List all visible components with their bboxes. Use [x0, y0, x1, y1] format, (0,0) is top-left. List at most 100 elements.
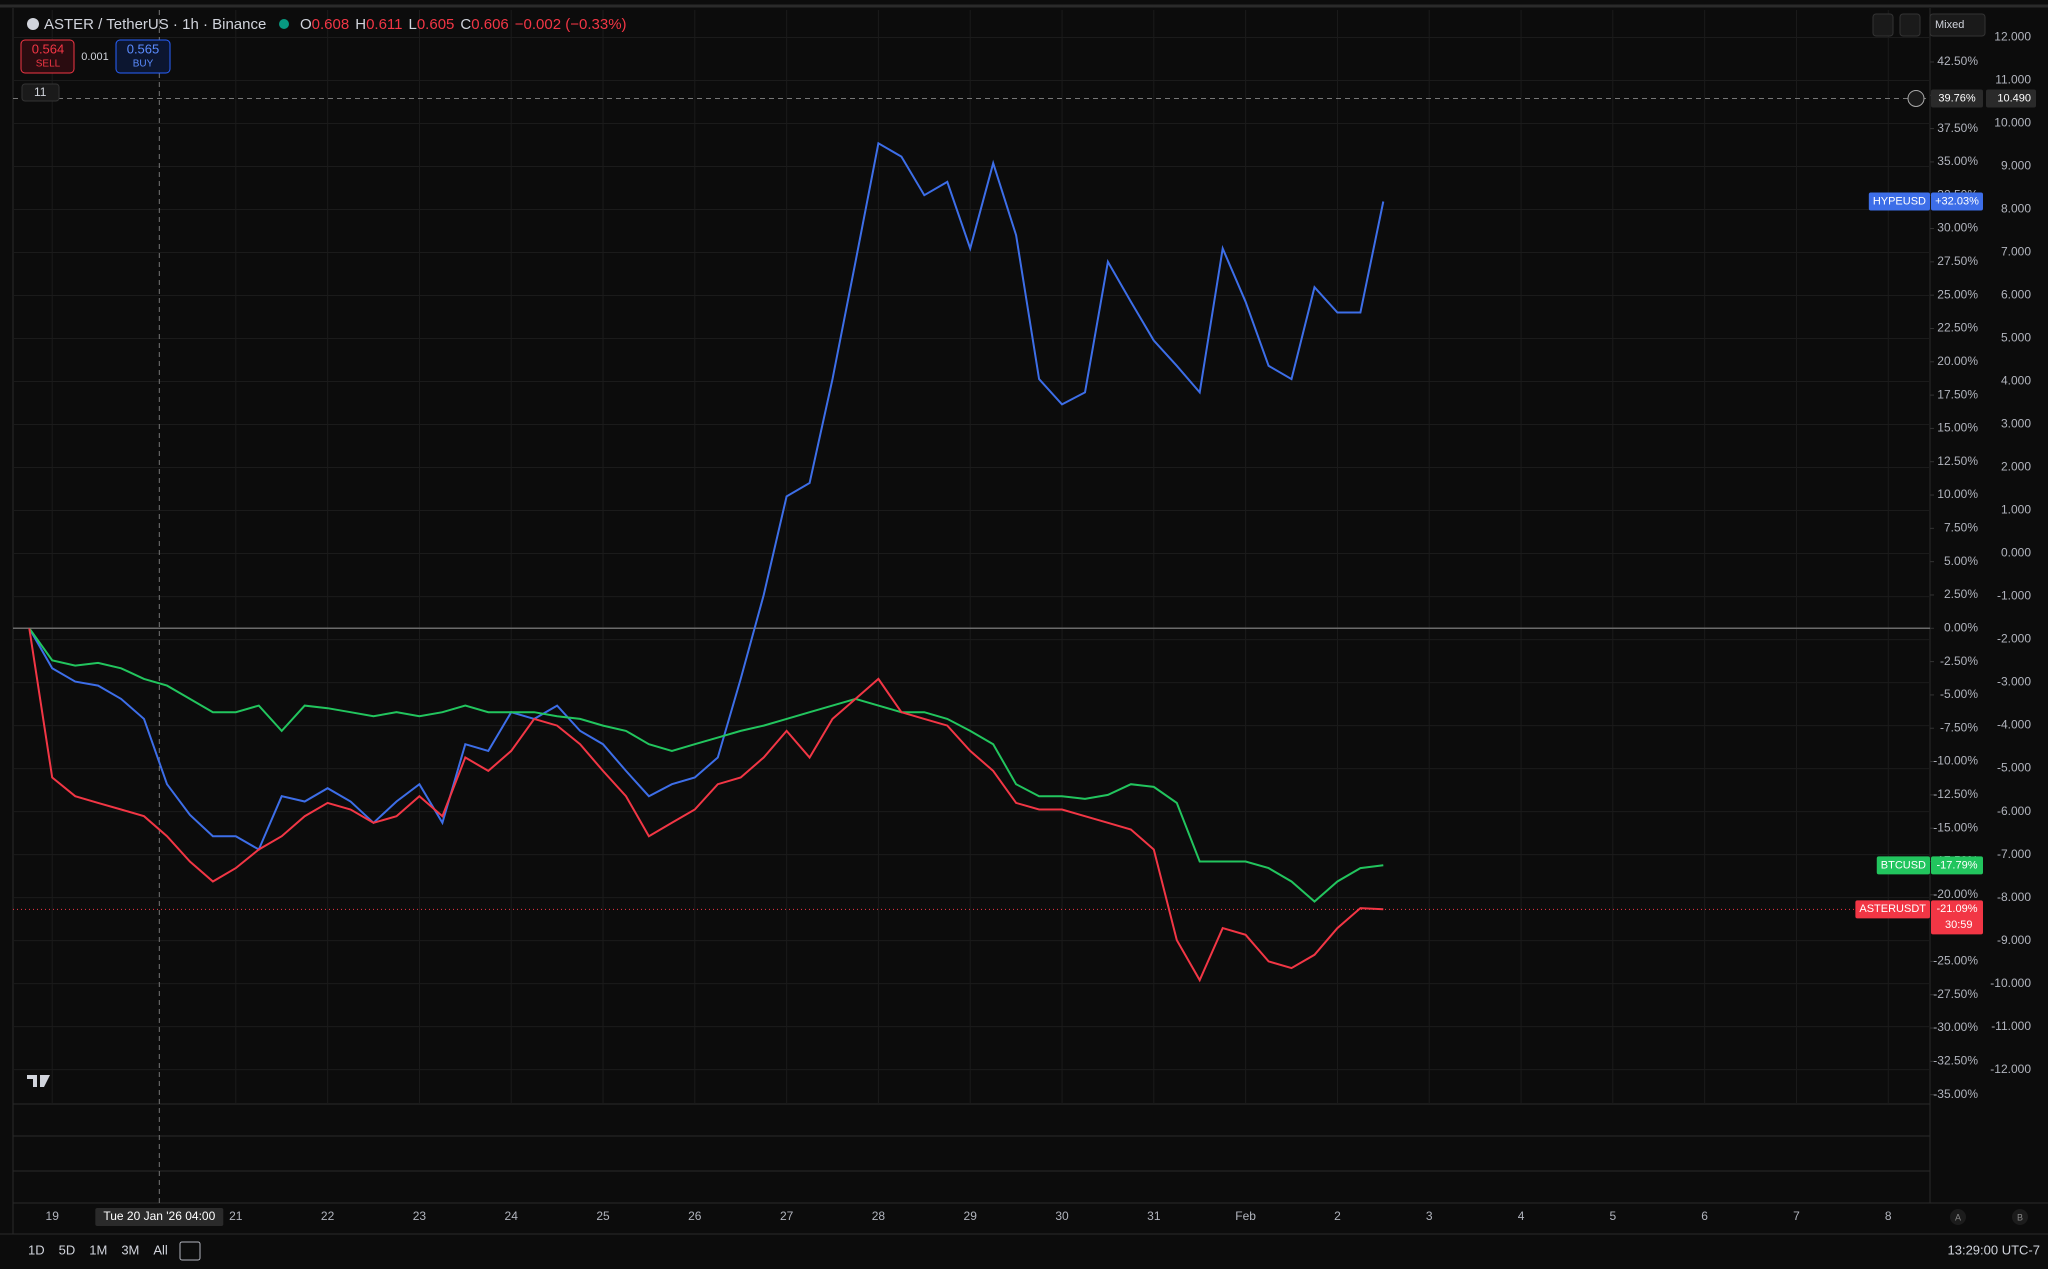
download-button[interactable] — [1872, 13, 1894, 37]
sell-price[interactable]: 0.564 — [32, 41, 65, 56]
x-tick-label: 24 — [505, 1209, 519, 1223]
indicators-count[interactable]: 11 — [34, 85, 47, 99]
y-tick-label: -30.00% — [1933, 1020, 1978, 1034]
symbol-title: ASTER / TetherUS · 1h · Binance — [44, 16, 266, 33]
y2-tick-label: 9.000 — [2001, 159, 2031, 173]
scale-button-label[interactable]: B — [2017, 1212, 2023, 1222]
sell-label[interactable]: SELL — [36, 59, 61, 70]
series-name-box — [1876, 856, 1930, 875]
range-button[interactable]: 5D — [59, 1242, 76, 1257]
x-tick-label: 21 — [229, 1209, 243, 1223]
scale-button[interactable] — [1950, 1209, 1966, 1225]
y2-tick-label: -8.000 — [1997, 890, 2031, 904]
range-button[interactable]: 1D — [28, 1242, 45, 1257]
series-name: ASTERUSDT — [1859, 903, 1926, 915]
series-line — [28, 141, 1385, 851]
y2-tick-label: -2.000 — [1997, 632, 2031, 646]
y-tick-label: 17.50% — [1937, 387, 1978, 401]
logo — [27, 1075, 50, 1087]
x-tick-label: 29 — [964, 1209, 978, 1223]
last-value-label: +32.03% — [1935, 195, 1979, 207]
buy-price[interactable]: 0.565 — [127, 41, 160, 56]
y-tick-label: -25.00% — [1933, 954, 1978, 968]
y-tick-label: 5.00% — [1944, 554, 1978, 568]
ohlc-value: 0.611 — [366, 16, 402, 33]
y2-tick-label: 0.000 — [2001, 546, 2031, 560]
y-tick-label: -35.00% — [1933, 1087, 1978, 1101]
ohlc-key: O — [300, 16, 312, 33]
buy-button[interactable] — [115, 39, 171, 74]
ohlc-change: −0.002 (−0.33%) — [515, 16, 627, 33]
y2-tick-label: 5.000 — [2001, 331, 2031, 345]
refresh-button[interactable] — [1899, 13, 1921, 37]
y-tick-label: 2.50% — [1944, 587, 1978, 601]
scale-button-label[interactable]: A — [1955, 1212, 1961, 1222]
y2-tick-label: 4.000 — [2001, 374, 2031, 388]
y-tick-label: 0.00% — [1944, 620, 1978, 634]
y-tick-label: 35.00% — [1937, 154, 1978, 168]
x-tick-label: 19 — [46, 1209, 60, 1223]
sell-button[interactable] — [20, 39, 75, 74]
range-button[interactable]: 3M — [121, 1242, 139, 1257]
last-value-box — [1931, 900, 1983, 935]
scale-mode-button[interactable] — [1929, 13, 1986, 37]
y-tick-label: -27.50% — [1933, 987, 1978, 1001]
countdown: 30:59 — [1945, 919, 1973, 931]
y-tick-label: 30.00% — [1937, 221, 1978, 235]
y-tick-label: 42.50% — [1937, 54, 1978, 68]
scale-button[interactable] — [2012, 1209, 2028, 1225]
y2-tick-label: 7.000 — [2001, 245, 2031, 259]
date-range-button[interactable] — [179, 1241, 201, 1261]
y2-tick-label: 10.000 — [1994, 116, 2031, 130]
x-tick-label: Feb — [1235, 1209, 1256, 1223]
y2-tick-label: -10.000 — [1990, 976, 2031, 990]
y-tick-label: -32.50% — [1933, 1054, 1978, 1068]
market-status — [279, 19, 289, 29]
y2-tick-label: 6.000 — [2001, 288, 2031, 302]
crosshair-y2-box — [1986, 89, 2036, 108]
y2-tick-label: -9.000 — [1997, 933, 2031, 947]
range-button[interactable]: All — [153, 1242, 168, 1257]
plot-area — [13, 10, 1930, 1203]
y-tick-label: -20.00% — [1933, 887, 1978, 901]
y-tick-label: -5.00% — [1940, 687, 1978, 701]
ohlc-value: 0.605 — [417, 16, 455, 33]
indicators-toggle[interactable] — [21, 83, 60, 102]
scale-mode[interactable]: Mixed — [1935, 19, 1964, 31]
ohlc-key: H — [355, 16, 366, 33]
add-alert[interactable] — [1907, 89, 1925, 107]
x-tick-label: 2 — [1334, 1209, 1341, 1223]
y-tick-label: 37.50% — [1937, 121, 1978, 135]
y2-tick-label: -12.000 — [1990, 1062, 2031, 1076]
x-tick-label: 8 — [1885, 1209, 1892, 1223]
crosshair-x-label: Tue 20 Jan '26 04:00 — [103, 1209, 215, 1223]
x-tick-label: 26 — [688, 1209, 702, 1223]
buy-label[interactable]: BUY — [133, 59, 154, 70]
x-tick-label: 23 — [413, 1209, 427, 1223]
y-tick-label: 27.50% — [1937, 254, 1978, 268]
x-tick-label: 6 — [1701, 1209, 1708, 1223]
series-name-box — [1868, 192, 1930, 211]
last-value-box — [1931, 192, 1983, 211]
series-name: BTCUSD — [1881, 859, 1926, 871]
y-tick-label: 12.50% — [1937, 454, 1978, 468]
ohlc-value: 0.608 — [312, 16, 350, 33]
crosshair-y-label: 39.76% — [1938, 92, 1976, 104]
y-tick-label: 10.00% — [1937, 487, 1978, 501]
y2-tick-label: 1.000 — [2001, 503, 2031, 517]
y2-tick-label: -6.000 — [1997, 804, 2031, 818]
y2-tick-label: 12.000 — [1994, 30, 2031, 44]
x-tick-label: 22 — [321, 1209, 335, 1223]
last-value-label: -17.79% — [1937, 859, 1978, 871]
y-tick-label: -7.50% — [1940, 720, 1978, 734]
range-button[interactable]: 1M — [89, 1242, 107, 1257]
series-line — [28, 627, 1384, 903]
footer: 1D 5D 1M 3M All A B — [28, 1209, 2028, 1257]
y2-tick-label: -1.000 — [1997, 589, 2031, 603]
ohlc-key: C — [460, 16, 471, 33]
x-tick-label: 5 — [1609, 1209, 1616, 1223]
y-tick-label: -10.00% — [1933, 754, 1978, 768]
y2-tick-label: -5.000 — [1997, 761, 2031, 775]
